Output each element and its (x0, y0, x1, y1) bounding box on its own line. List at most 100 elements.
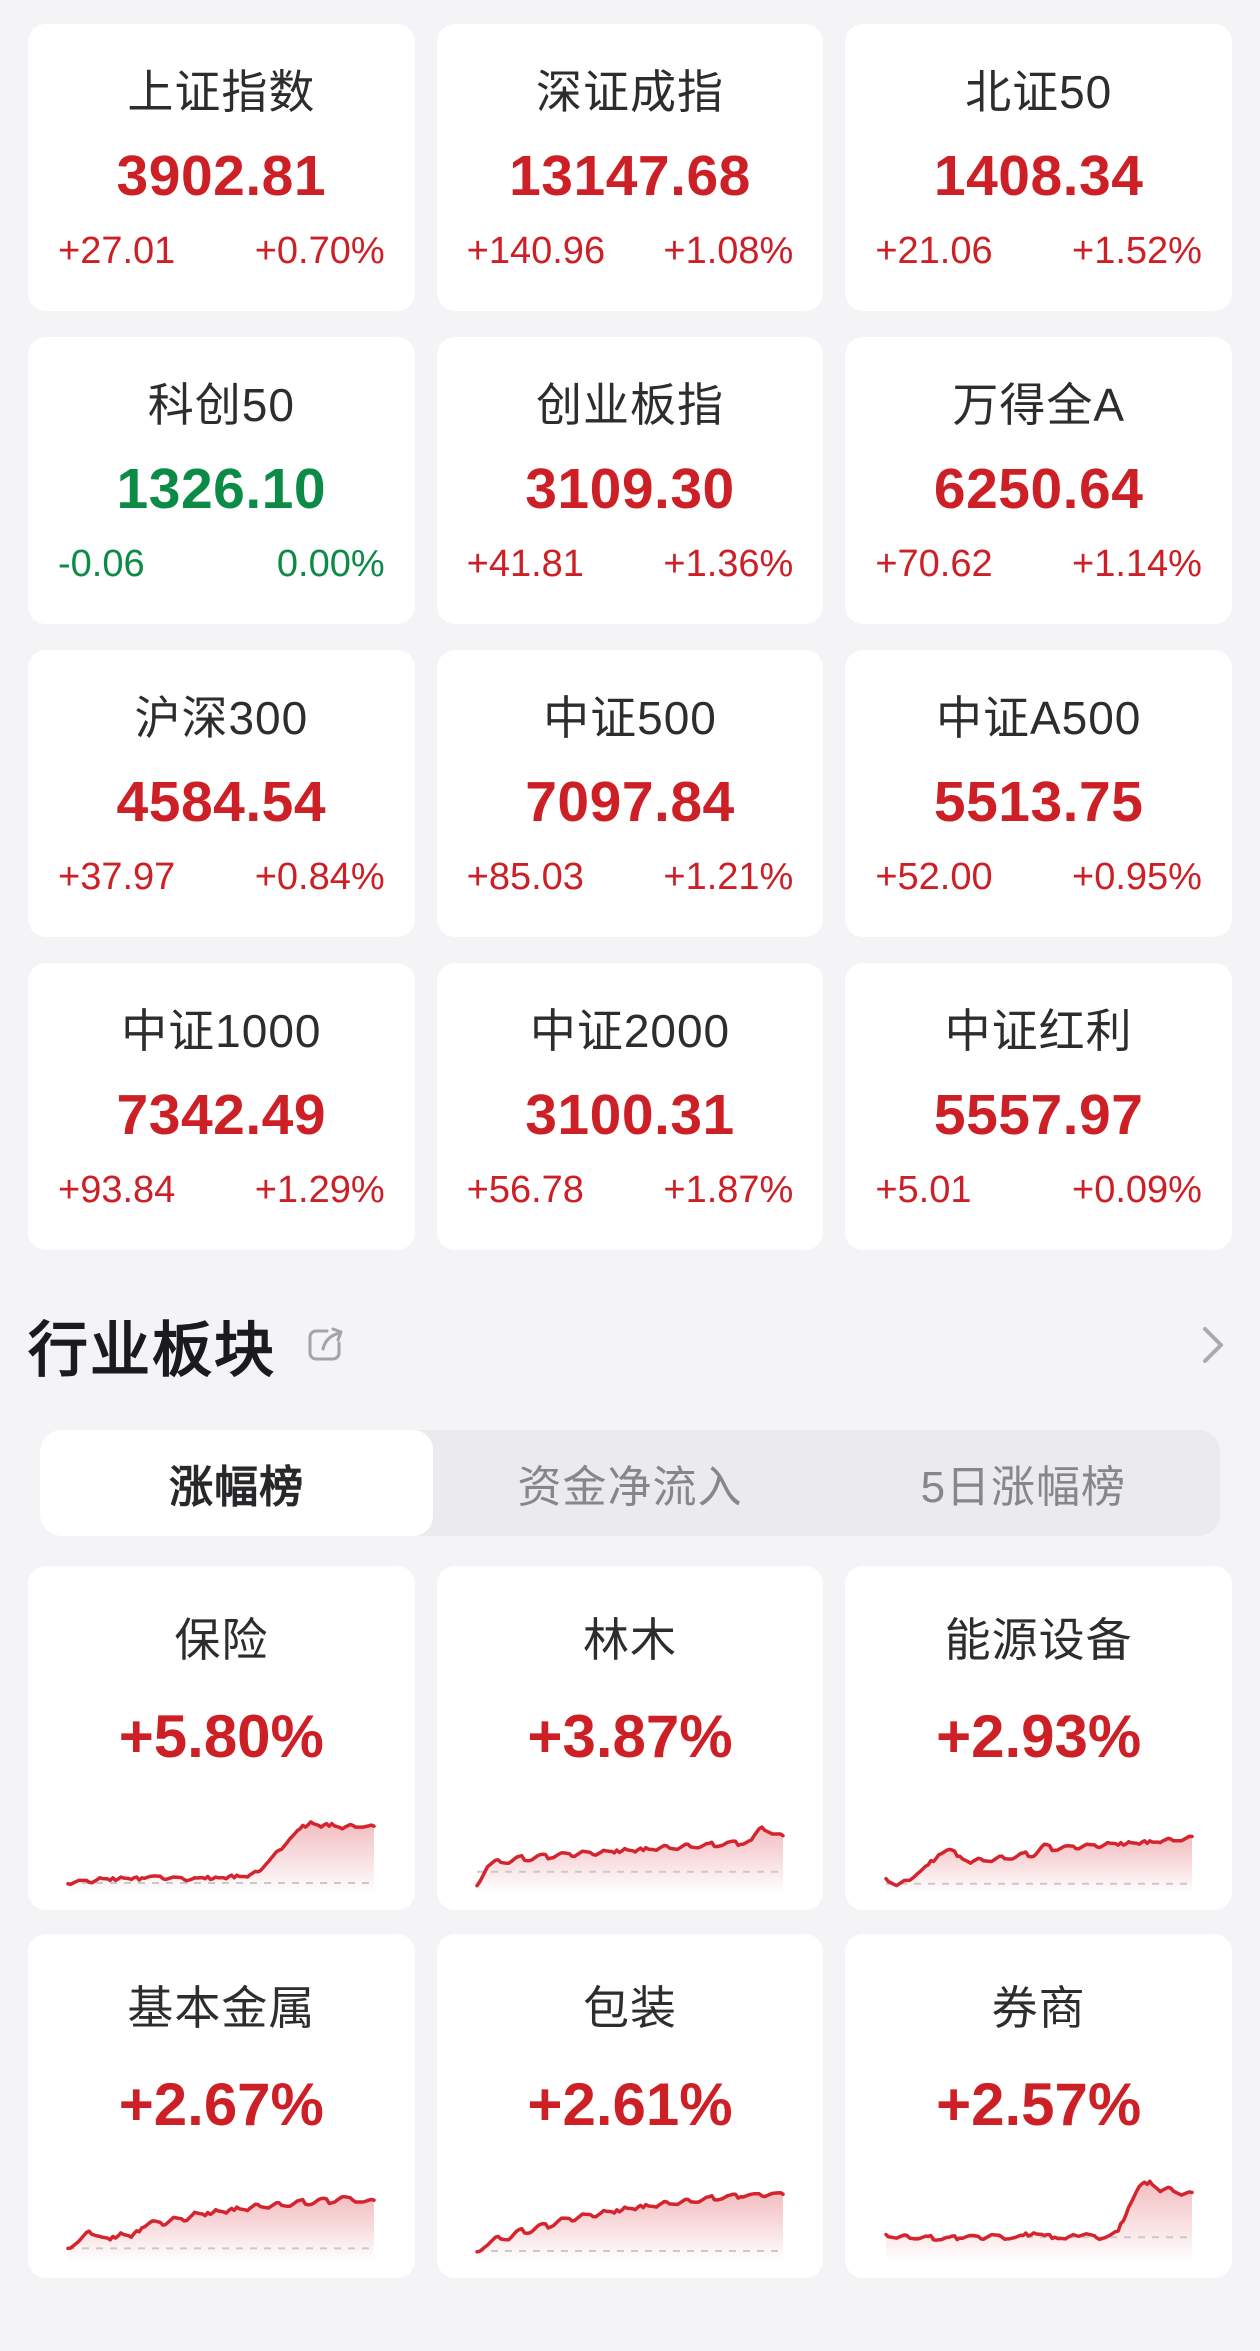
index-name: 中证A500 (935, 692, 1142, 744)
index-name: 北证50 (965, 66, 1113, 118)
index-card-csi-dividend[interactable]: 中证红利 5557.97 +5.01 +0.09% (845, 963, 1232, 1250)
sector-sparkline (66, 2195, 377, 2262)
index-change-pct: +0.95% (1072, 856, 1202, 898)
index-value: 7342.49 (116, 1083, 327, 1147)
index-card-csi300[interactable]: 沪深300 4584.54 +37.97 +0.84% (28, 650, 415, 937)
sector-name: 券商 (991, 1982, 1086, 2034)
index-change-value: +85.03 (466, 856, 584, 898)
index-card-csia500[interactable]: 中证A500 5513.75 +52.00 +0.95% (845, 650, 1232, 937)
index-card-chinext[interactable]: 创业板指 3109.30 +41.81 +1.36% (436, 337, 824, 624)
index-card-szse[interactable]: 深证成指 13147.68 +140.96 +1.08% (436, 24, 824, 311)
index-change-value: +21.06 (875, 230, 993, 272)
index-name: 万得全A (952, 379, 1125, 431)
index-change-value: +5.01 (875, 1169, 972, 1211)
sector-name: 基本金属 (127, 1982, 316, 2034)
index-change-value: +56.78 (466, 1169, 584, 1211)
sector-tab-bar: 涨幅榜 资金净流入 5日涨幅榜 (40, 1430, 1220, 1536)
sector-card-insurance[interactable]: 保险 +5.80% (28, 1566, 415, 1910)
sector-change-pct: +2.61% (527, 2071, 733, 2138)
index-change-pct: +1.21% (663, 856, 794, 898)
index-value: 5513.75 (933, 770, 1144, 834)
index-card-wind-all-a[interactable]: 万得全A 6250.64 +70.62 +1.14% (845, 337, 1232, 624)
index-change-pct: +1.52% (1072, 230, 1202, 272)
tab-net-inflow[interactable]: 资金净流入 (517, 1463, 743, 1512)
sector-grid: 保险 +5.80% 林木 +3.87% 能源设备 +2.93% 基本金属 +2.… (28, 1566, 1232, 2278)
index-name: 上证指数 (127, 66, 316, 118)
sector-sparkline (475, 2190, 785, 2262)
index-change-row: +85.03 +1.21% (467, 856, 794, 899)
index-change-row: +21.06 +1.52% (875, 230, 1202, 273)
index-name: 科创50 (147, 379, 295, 431)
sector-card-brokerage[interactable]: 券商 +2.57% (845, 1934, 1232, 2278)
index-change-value: +41.81 (466, 543, 584, 585)
sector-card-energy-equipment[interactable]: 能源设备 +2.93% (845, 1566, 1232, 1910)
index-change-pct: +0.84% (254, 856, 385, 898)
index-change-pct: +1.14% (1072, 543, 1202, 585)
sector-name: 保险 (174, 1614, 269, 1666)
sector-card-base-metals[interactable]: 基本金属 +2.67% (28, 1934, 415, 2278)
index-card-csi2000[interactable]: 中证2000 3100.31 +56.78 +1.87% (436, 963, 824, 1250)
index-value: 1408.34 (933, 144, 1144, 208)
index-change-row: +52.00 +0.95% (875, 856, 1202, 899)
index-change-pct: +0.70% (254, 230, 385, 272)
sector-change-pct: +2.67% (118, 2071, 324, 2138)
index-card-bse50[interactable]: 北证50 1408.34 +21.06 +1.52% (845, 24, 1232, 311)
index-name: 沪深300 (134, 692, 309, 744)
chevron-right-icon[interactable] (1200, 1322, 1226, 1368)
index-change-value: +70.62 (875, 543, 993, 585)
index-change-row: -0.06 0.00% (58, 543, 385, 586)
index-change-pct: 0.00% (276, 543, 385, 585)
index-change-row: +27.01 +0.70% (58, 230, 385, 273)
tab-5day-gainers[interactable]: 5日涨幅榜 (920, 1463, 1127, 1512)
sector-sparkline (883, 1834, 1194, 1894)
index-change-value: +140.96 (466, 230, 606, 272)
index-change-pct: +0.09% (1072, 1169, 1202, 1211)
sector-name: 包装 (582, 1982, 677, 2034)
index-change-row: +70.62 +1.14% (875, 543, 1202, 586)
tab-gainers[interactable]: 涨幅榜 (40, 1430, 434, 1536)
index-value: 13147.68 (509, 144, 751, 208)
index-change-row: +41.81 +1.36% (467, 543, 794, 586)
sector-change-pct: +2.93% (936, 1703, 1142, 1770)
sector-sparkline (475, 1825, 785, 1894)
sector-change-pct: +2.57% (936, 2071, 1142, 2138)
index-name: 中证500 (543, 692, 717, 744)
index-name: 中证2000 (529, 1005, 731, 1057)
sector-sparkline (883, 2179, 1194, 2262)
index-value: 6250.64 (933, 457, 1144, 521)
section-title: 行业板块 (28, 1316, 276, 1384)
index-change-value: +27.01 (58, 230, 176, 272)
index-change-row: +93.84 +1.29% (58, 1169, 385, 1212)
share-icon[interactable] (302, 1321, 350, 1369)
index-name: 中证1000 (121, 1005, 322, 1057)
sector-change-pct: +3.87% (527, 1703, 733, 1770)
index-card-sse[interactable]: 上证指数 3902.81 +27.01 +0.70% (28, 24, 415, 311)
index-change-pct: +1.87% (663, 1169, 794, 1211)
sector-card-packaging[interactable]: 包装 +2.61% (436, 1934, 824, 2278)
index-value: 3109.30 (525, 457, 735, 521)
index-change-row: +37.97 +0.84% (58, 856, 385, 899)
sector-name: 能源设备 (944, 1614, 1133, 1666)
index-value: 1326.10 (116, 457, 327, 521)
index-name: 中证红利 (944, 1005, 1133, 1057)
index-change-row: +56.78 +1.87% (467, 1169, 794, 1212)
index-name: 创业板指 (535, 379, 724, 431)
index-value: 3902.81 (116, 144, 327, 208)
index-card-csi500[interactable]: 中证500 7097.84 +85.03 +1.21% (436, 650, 824, 937)
sector-change-pct: +5.80% (118, 1703, 324, 1770)
sector-name: 林木 (582, 1614, 677, 1666)
index-grid: 上证指数 3902.81 +27.01 +0.70% 深证成指 13147.68… (28, 24, 1232, 1250)
index-value: 7097.84 (525, 770, 735, 834)
index-value: 4584.54 (116, 770, 327, 834)
index-value: 5557.97 (933, 1083, 1144, 1147)
index-change-row: +5.01 +0.09% (875, 1169, 1202, 1212)
index-change-value: +37.97 (58, 856, 176, 898)
index-change-value: +52.00 (875, 856, 993, 898)
index-change-value: +93.84 (58, 1169, 176, 1211)
sector-card-timber[interactable]: 林木 +3.87% (436, 1566, 824, 1910)
index-card-star50[interactable]: 科创50 1326.10 -0.06 0.00% (28, 337, 415, 624)
index-card-csi1000[interactable]: 中证1000 7342.49 +93.84 +1.29% (28, 963, 415, 1250)
sector-section-header: 行业板块 (28, 1308, 1232, 1384)
index-change-row: +140.96 +1.08% (467, 230, 794, 273)
sector-sparkline (66, 1820, 377, 1894)
